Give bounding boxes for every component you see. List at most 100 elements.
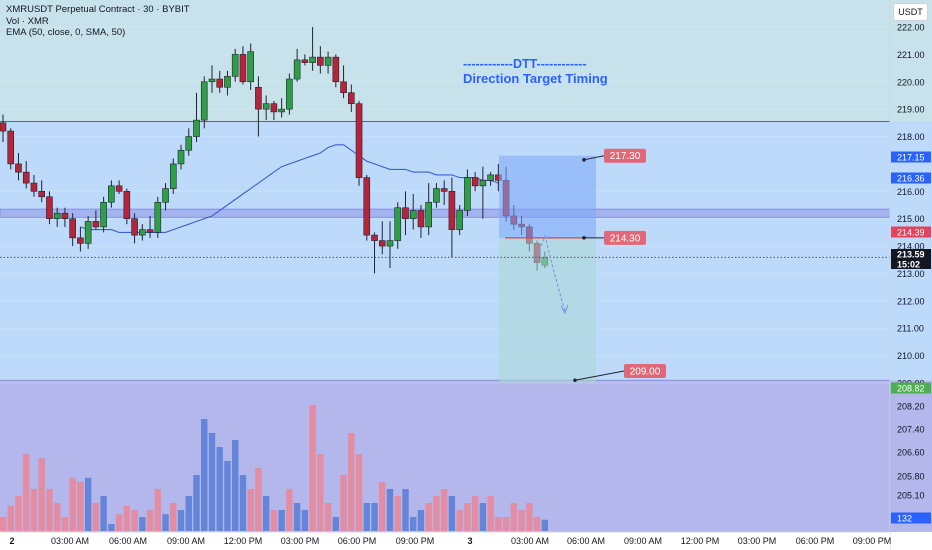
time-tick: 06:00 AM <box>109 536 147 546</box>
volume-bar <box>363 503 370 531</box>
upper-zone <box>0 0 890 122</box>
volume-bar <box>84 477 92 531</box>
candle-body <box>231 54 239 77</box>
target-label-entry: 214.30 <box>610 233 641 244</box>
callout-line <box>583 155 605 161</box>
volume-bar <box>301 510 309 531</box>
volume-bar <box>348 433 355 531</box>
candle-body <box>286 78 293 110</box>
candle-body <box>0 122 7 132</box>
target-label-low: 209.00 <box>630 367 661 378</box>
candle-body <box>22 171 30 184</box>
price-tick: 219.00 <box>897 105 925 115</box>
price-tag-blue: 132 <box>897 514 912 524</box>
candle-body <box>433 188 440 203</box>
volume-bar <box>123 505 131 531</box>
candle-body <box>224 75 231 88</box>
overlay-layer: 217.30 214.30 209.00 <box>0 148 890 383</box>
price-tag-red: 214.39 <box>897 228 925 238</box>
volume-bar <box>495 517 502 531</box>
callout-dot <box>582 158 586 162</box>
volume-bar <box>278 510 285 531</box>
volume-bar <box>487 496 494 531</box>
volume-bar <box>201 419 208 531</box>
time-tick: 12:00 PM <box>681 536 720 546</box>
volume-bar <box>7 505 14 531</box>
price-tag-blue: 216.36 <box>897 174 925 184</box>
volume-tick: 205.10 <box>897 491 925 501</box>
volume-bar <box>471 496 479 531</box>
candle-body <box>332 56 340 83</box>
volume-bar <box>247 489 254 531</box>
price-tag-bg <box>891 151 931 163</box>
volume-bar <box>332 517 340 531</box>
price-tag-bg <box>891 249 931 259</box>
volume-bar <box>108 524 115 531</box>
volume-bar <box>317 454 324 531</box>
candle-body <box>154 201 162 233</box>
volume-bar <box>440 489 448 531</box>
currency-button[interactable]: USDT <box>893 3 928 21</box>
volume-tick: 208.20 <box>897 402 925 412</box>
candle-body <box>15 163 22 173</box>
volume-bar <box>394 496 401 531</box>
volume-bar <box>309 405 316 531</box>
volume-bar <box>433 496 440 531</box>
time-tick: 3 <box>467 536 472 546</box>
candle-body <box>363 177 371 236</box>
volume-bar <box>448 496 456 531</box>
price-tag-dark: 15:02 <box>897 260 920 270</box>
volume-bar <box>410 517 417 531</box>
dtt-subtitle: Direction Target Timing <box>463 71 608 86</box>
candle-body <box>425 201 433 228</box>
volume-bar <box>293 503 301 531</box>
price-scale-lower-zone <box>890 380 932 532</box>
volume-bar <box>46 489 53 531</box>
volume-bar <box>208 433 216 531</box>
volume-bar <box>239 475 247 531</box>
time-tick: 09:00 AM <box>624 536 662 546</box>
volume-bar <box>386 489 394 531</box>
target-label-low-box <box>624 364 666 378</box>
price-tick: 211.00 <box>897 324 924 334</box>
volume-bar <box>502 517 510 531</box>
candle-body <box>239 54 247 83</box>
candle-body <box>309 56 316 63</box>
candle-body <box>301 59 309 63</box>
candle-body <box>108 185 115 203</box>
time-tick: 2 <box>9 536 14 546</box>
volume-bar <box>38 458 45 531</box>
candle-body <box>216 78 224 88</box>
candle-body <box>355 103 363 178</box>
price-tick: 214.00 <box>897 242 925 252</box>
price-tick: 215.00 <box>897 214 925 224</box>
volume-tick: 207.40 <box>897 425 925 435</box>
target-label-entry-box <box>604 230 646 245</box>
price-tag-dark: 213.59 <box>897 250 925 260</box>
candle-body <box>293 59 301 80</box>
price-tick: 222.00 <box>897 23 925 33</box>
price-tick: 218.00 <box>897 132 925 142</box>
price-scale: 222.00 221.00 220.00 219.00 218.00 216.00 215.… <box>889 0 932 550</box>
volume-bar <box>77 482 84 531</box>
price-tag-bg <box>891 226 931 238</box>
time-tick: 09:00 AM <box>167 536 205 546</box>
volume-bar <box>92 503 100 531</box>
candle-body <box>131 218 138 236</box>
candle-body <box>394 207 402 241</box>
candle-body <box>7 130 15 165</box>
volume-bar <box>100 496 107 531</box>
candle-body <box>471 177 479 187</box>
volume-bar <box>23 454 30 531</box>
volume-bar <box>286 489 293 531</box>
time-axis: 2 03:00 AM 06:00 AM 09:00 AM 12:00 PM 03:00 P… <box>0 531 891 550</box>
time-tick: 09:00 PM <box>396 536 435 546</box>
volume-bar <box>355 454 363 531</box>
candle-body <box>347 92 355 104</box>
candle-body <box>123 191 131 219</box>
volume-bar <box>0 517 7 531</box>
volume-tick: 206.60 <box>897 448 925 458</box>
price-tick: 213.00 <box>897 269 925 279</box>
candle-body <box>409 210 417 219</box>
